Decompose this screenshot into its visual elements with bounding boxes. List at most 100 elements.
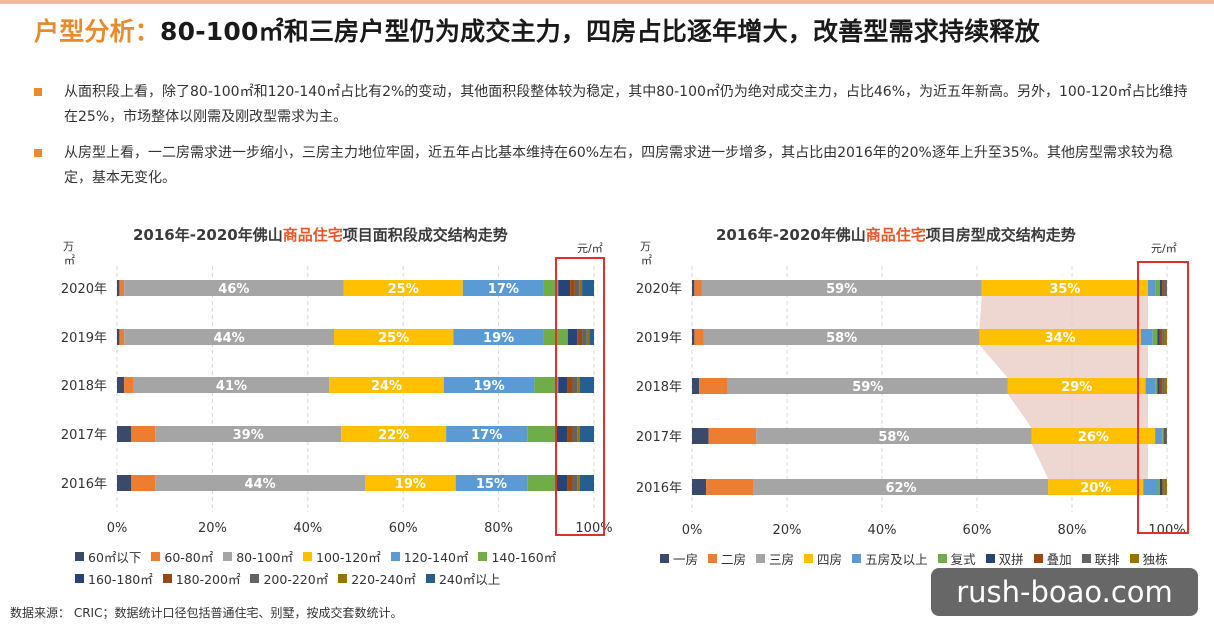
bullet-text: 从房型上看，一二房需求进一步缩小，三房主力地位牢固，近五年占比基本维持在60%左… [64,145,1173,186]
legend-label: 180-200㎡ [175,571,241,587]
bar-segment [1031,428,1156,444]
bar-segment [133,377,330,393]
bar-segment [692,329,695,345]
bar-segment [577,426,580,442]
legend-label: 四房 [817,551,843,567]
bar-segment [579,475,594,491]
bar-segment [979,329,1141,345]
data-label: 25% [388,282,419,297]
bar-segment [699,378,728,394]
data-label: 17% [471,428,502,443]
category-label: 2019年 [61,331,107,346]
legend-label: 独栋 [1142,551,1168,567]
bar-segment [1159,378,1163,394]
bar-segment [577,329,583,345]
bar-segment [753,479,1049,495]
bar-segment [703,329,980,345]
legend-swatch [804,553,814,563]
bar-segment [1155,428,1163,444]
legend-label: 100-120㎡ [316,549,381,565]
bar-segment [756,428,1032,444]
watermark: rush-boao.com [931,568,1198,616]
bar-segment [1166,428,1167,444]
top-accent-strip [0,0,1214,4]
legend-item: 120-140㎡ [390,545,469,567]
bar-segment [1164,329,1167,345]
bar-segment [1162,479,1164,495]
bar-segment [694,280,702,296]
bar-segment [341,426,447,442]
legend-item: 四房 [804,547,842,569]
category-label: 2018年 [61,379,107,394]
bar-segment [1155,378,1158,394]
legend-label: 120-140㎡ [403,549,469,565]
bar-segment [706,479,754,495]
bar-segment [1159,280,1163,296]
data-label: 20% [1080,481,1111,496]
category-label: 2017年 [61,428,107,443]
bar-segment [694,329,704,345]
bar-segment [117,329,120,345]
bar-segment [1162,280,1165,296]
legend-item: 80-100㎡ [223,545,293,567]
legend-item: 100-120㎡ [303,545,381,567]
bullet-square-icon [34,149,42,157]
bar-segment [365,475,456,491]
bar-segment [692,479,707,495]
bar-segment [1162,329,1165,345]
bar-segment [443,377,535,393]
bar-segment [1157,329,1160,345]
legend-label: 60㎡以下 [88,549,142,565]
bar-segment [1140,329,1153,345]
legend-label: 140-160㎡ [491,549,557,565]
legend-swatch [1081,553,1091,563]
bar-segment [981,280,1148,296]
bar-segment [543,280,559,296]
data-label: 62% [885,481,916,496]
data-source-note: 数据来源： CRIC；数据统计口径包括普通住宅、别墅，按成交套数统计。 [10,606,403,620]
bar-segment [446,426,528,442]
data-label: 59% [852,380,883,395]
bar-segment [579,377,594,393]
legend-swatch [1033,553,1043,563]
legend-item: 220-240㎡ [338,567,416,589]
category-label: 2018年 [636,380,682,395]
x-tick-label: 40% [293,521,322,536]
data-label: 25% [378,331,409,346]
legend-swatch [756,553,766,563]
legend-label: 复式 [950,551,976,567]
bar-segment [701,280,982,296]
bar-segment [329,377,444,393]
bar-segment [1145,378,1156,394]
bar-segment [567,426,573,442]
bar-segment [567,329,578,345]
bar-segment [570,280,575,296]
legend-label: 二房 [721,551,747,567]
bar-segment [1164,479,1167,495]
bar-segment [124,329,335,345]
chart-title-area: 2016年-2020年佛山商品住宅项目面积段成交结构走势 [133,224,508,245]
bar-segment [1157,479,1160,495]
legend-swatch [660,553,669,563]
legend-swatch [985,553,995,563]
bar-segment [579,280,583,296]
bar-segment [119,280,125,296]
legend-label: 220-240㎡ [351,571,416,587]
bullet-text: 从面积段上看，除了80-100㎡和120-140㎡占比有2%的变动，其他面积段整… [64,84,1188,125]
bar-segment [455,475,528,491]
bar-segment [708,428,757,444]
chart-title-pre: 2016年-2020年佛山 [716,226,866,244]
legend-swatch [852,553,862,563]
x-tick-label: 20% [198,521,227,536]
bullet-square-icon [34,88,42,96]
bar-segment [574,280,580,296]
bar-segment [1163,479,1165,495]
bar-segment [555,426,568,442]
bar-segment [117,280,120,296]
chart-1: 万㎡ 元/㎡ 0% 20% 40% 60% 80% 100% 2020年 59% 35% 2019年 5… [636,240,1189,538]
bar-segment [1159,329,1163,345]
bar-segment [117,426,132,442]
data-label: 39% [233,428,264,443]
legend-item: 140-160㎡ [478,545,556,567]
